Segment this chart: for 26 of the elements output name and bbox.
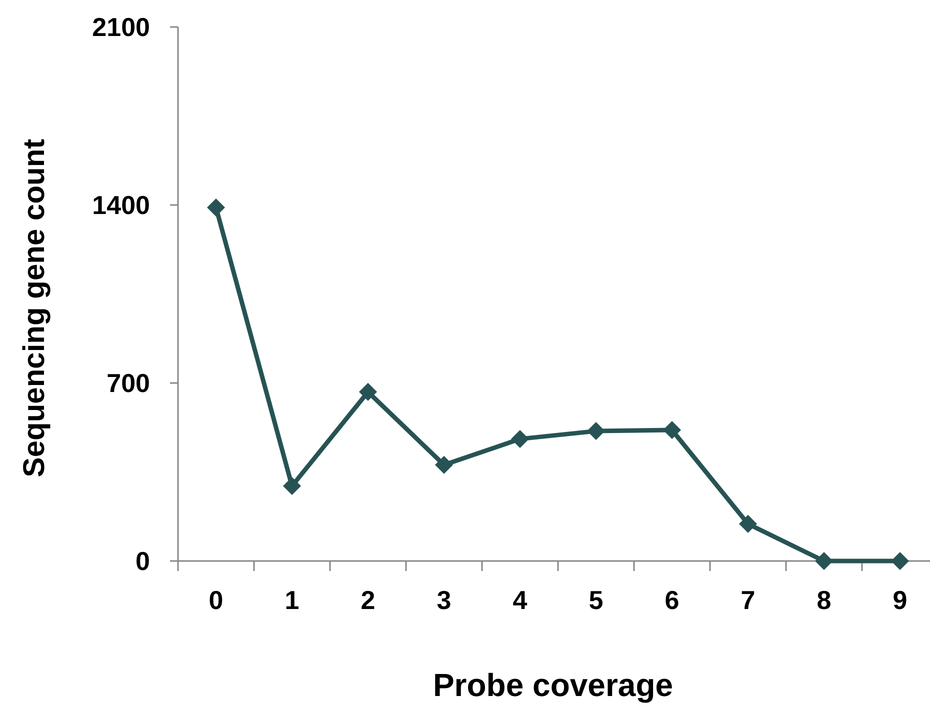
- x-tick-label: 3: [436, 585, 452, 615]
- x-tick-label: 6: [664, 585, 680, 615]
- point: [359, 382, 377, 401]
- x-tick-label: 0: [208, 585, 224, 615]
- y-tick-label: 700: [106, 368, 150, 398]
- x-tick-label: 5: [588, 585, 604, 615]
- y-axis-title: Sequencing gene count: [18, 138, 51, 478]
- x-axis-title: Probe coverage: [432, 667, 674, 703]
- point: [663, 421, 681, 440]
- point: [739, 514, 757, 533]
- x-tick-label: 2: [360, 585, 376, 615]
- point: [435, 456, 453, 474]
- point: [511, 430, 529, 448]
- point: [207, 198, 225, 217]
- point: [587, 422, 605, 440]
- x-tick-label: 1: [284, 585, 300, 615]
- y-tick-label: 1400: [92, 190, 150, 220]
- point: [891, 552, 909, 570]
- x-tick-label: 7: [740, 585, 756, 615]
- point: [815, 552, 833, 570]
- point: [283, 476, 301, 495]
- y-tick-label: 2100: [92, 12, 150, 42]
- y-tick-label: 0: [136, 546, 150, 576]
- x-tick-label: 9: [892, 585, 908, 615]
- x-tick-label: 4: [512, 585, 528, 615]
- x-tick-label: 8: [816, 585, 832, 615]
